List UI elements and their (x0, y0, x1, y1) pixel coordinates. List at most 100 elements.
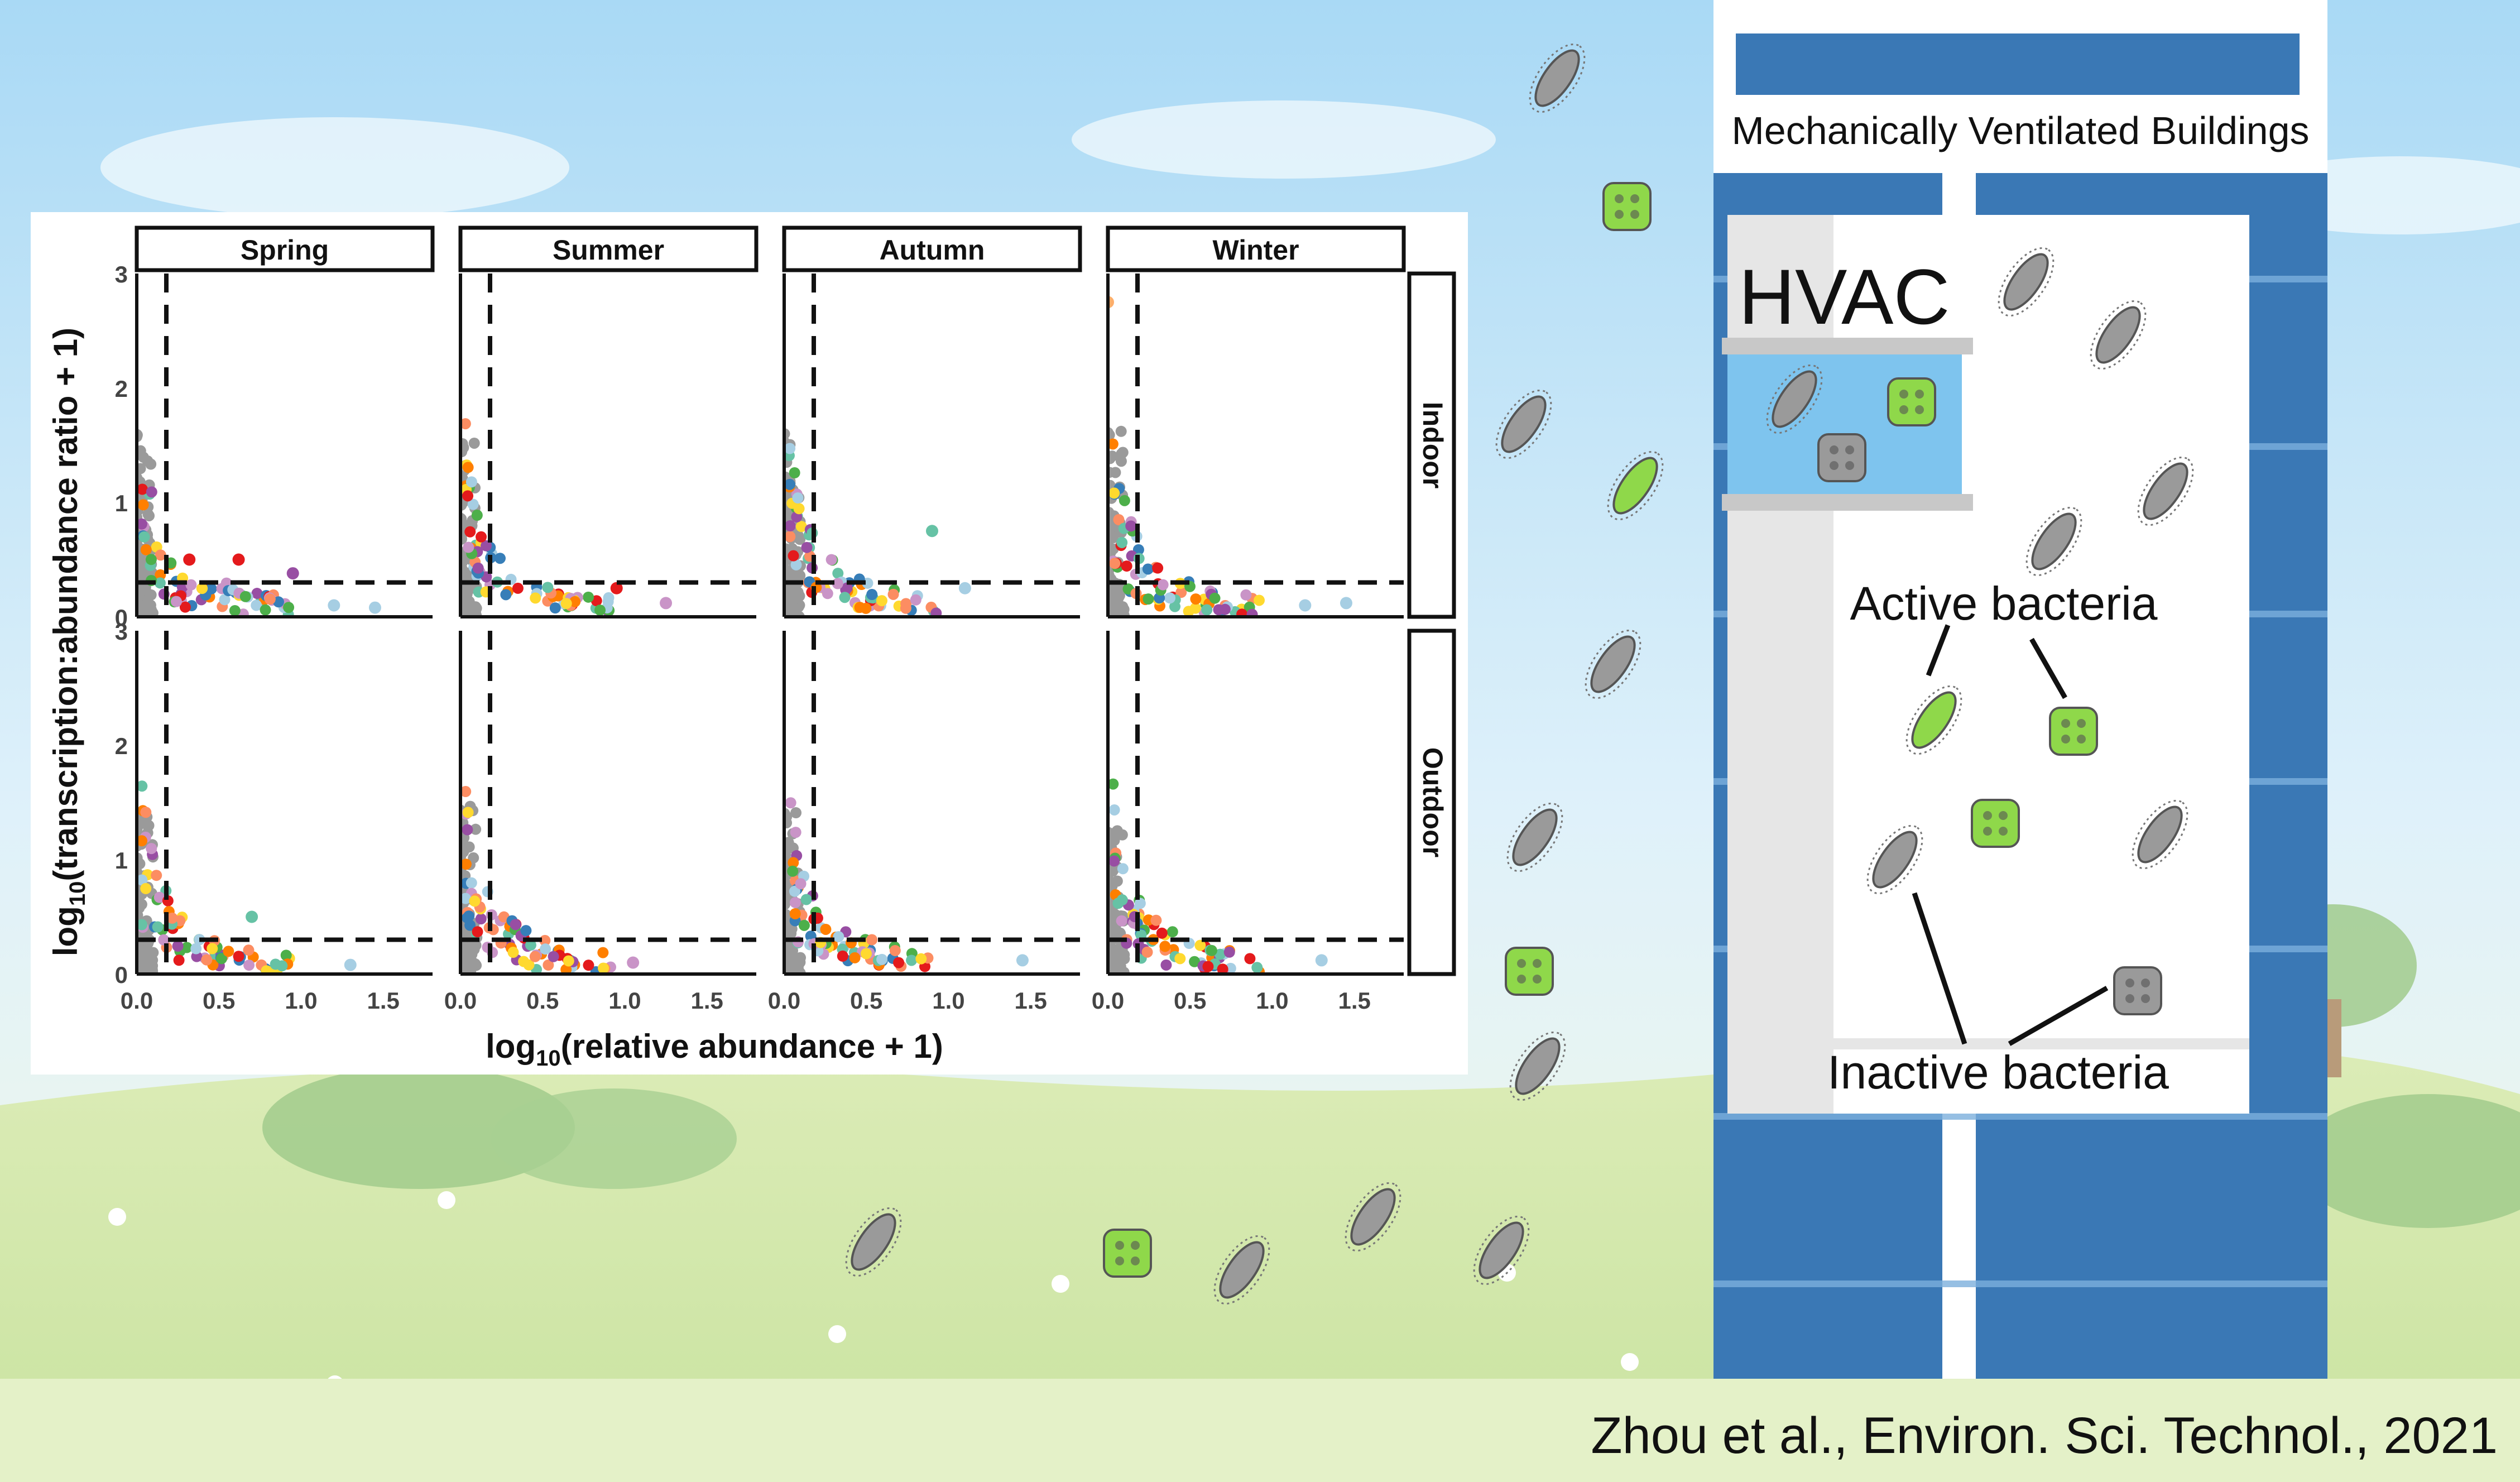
data-point (179, 601, 191, 613)
data-point (137, 586, 146, 597)
data-point (1189, 956, 1201, 967)
data-point (660, 597, 673, 610)
data-point (507, 947, 519, 958)
data-point (926, 525, 938, 538)
data-point (138, 531, 150, 543)
data-point (1244, 953, 1256, 965)
data-point (190, 943, 202, 955)
data-point (1315, 954, 1328, 967)
data-point (223, 946, 234, 957)
data-point (476, 531, 487, 543)
data-point (906, 955, 918, 966)
coccus-bacterium-icon (1887, 377, 1936, 426)
data-point (465, 476, 477, 488)
data-point (1156, 927, 1168, 939)
data-point (467, 498, 479, 510)
coccus-bacterium-icon (1103, 1229, 1152, 1278)
points (460, 418, 673, 617)
data-point (1111, 875, 1123, 887)
x-tick-label: 1.0 (608, 987, 641, 1014)
cloud (1072, 100, 1496, 179)
data-point (460, 786, 472, 798)
data-point (183, 553, 196, 566)
data-point (368, 601, 381, 614)
facet-strip-label: Indoor (1417, 402, 1448, 489)
coccus-bacterium-icon (1602, 182, 1652, 231)
data-point (900, 598, 912, 610)
facet-strip-label: Spring (241, 234, 329, 266)
x-tick-label: 0.5 (526, 987, 559, 1014)
data-point (784, 520, 796, 532)
data-point (790, 559, 802, 570)
rod-bacterium-icon (2137, 456, 2194, 526)
data-point (207, 943, 218, 955)
data-point (229, 605, 241, 616)
data-point (494, 553, 506, 564)
data-point (832, 578, 843, 589)
data-point (145, 554, 157, 565)
rod-bacterium-icon (1529, 43, 1586, 113)
data-point (243, 944, 255, 956)
data-point (145, 967, 156, 974)
data-point (460, 418, 471, 430)
data-point (789, 885, 800, 897)
data-point (472, 926, 483, 938)
y-tick-label: 3 (115, 618, 128, 645)
data-point (1251, 962, 1263, 973)
data-point (1108, 778, 1119, 790)
data-point (876, 595, 887, 607)
data-point (146, 843, 157, 855)
citation-strip (0, 1379, 2520, 1482)
data-point (172, 940, 184, 952)
data-point (854, 602, 866, 613)
hvac-label: HVAC (1739, 253, 1950, 340)
x-tick-label: 0.0 (768, 987, 800, 1014)
chart-panel (31, 212, 1468, 1075)
data-point (1115, 425, 1127, 437)
data-point (530, 592, 541, 604)
y-tick-label: 3 (115, 261, 128, 287)
x-axis-title: log10(relative abundance + 1) (486, 1028, 943, 1071)
data-point (837, 950, 848, 962)
data-point (460, 589, 468, 601)
data-point (166, 912, 178, 924)
data-point (598, 962, 609, 974)
data-point (465, 877, 477, 889)
y-axis-title: log10(transcription:abundance ratio + 1) (47, 328, 90, 956)
x-tick-label: 0.0 (444, 987, 477, 1014)
facet-strip-outdoor: Outdoor (1407, 629, 1456, 976)
data-point (1115, 455, 1127, 467)
x-tick-label: 1.0 (1256, 987, 1288, 1014)
x-tick-label: 1.5 (1338, 987, 1370, 1014)
data-point (472, 562, 484, 574)
data-point (787, 865, 799, 877)
data-point (460, 858, 472, 870)
data-point (930, 607, 942, 617)
x-tick-label: 0.0 (1092, 987, 1124, 1014)
data-point (542, 582, 554, 593)
data-point (152, 921, 164, 933)
points (1108, 778, 1328, 974)
x-tick-label: 0.5 (1174, 987, 1206, 1014)
data-point (789, 896, 801, 908)
data-point (1219, 603, 1231, 615)
rod-bacterium-icon (845, 1207, 902, 1277)
data-point (143, 819, 155, 831)
bush (2294, 1094, 2520, 1228)
points (1108, 296, 1352, 617)
data-point (523, 959, 535, 971)
data-point (460, 893, 472, 904)
data-point (784, 511, 791, 522)
y-tick-label: 2 (115, 376, 128, 402)
data-point (1108, 522, 1116, 534)
facet-spring-indoor: 0 1 2 3 (115, 261, 433, 631)
data-point (583, 591, 594, 603)
data-point (475, 913, 487, 925)
data-point (1152, 562, 1164, 574)
data-point (610, 582, 623, 594)
data-point (470, 823, 482, 835)
data-point (1217, 963, 1228, 974)
inactive-bacteria-label: Inactive bacteria (1827, 1046, 2169, 1099)
data-point (876, 953, 888, 965)
data-point (1240, 589, 1252, 601)
